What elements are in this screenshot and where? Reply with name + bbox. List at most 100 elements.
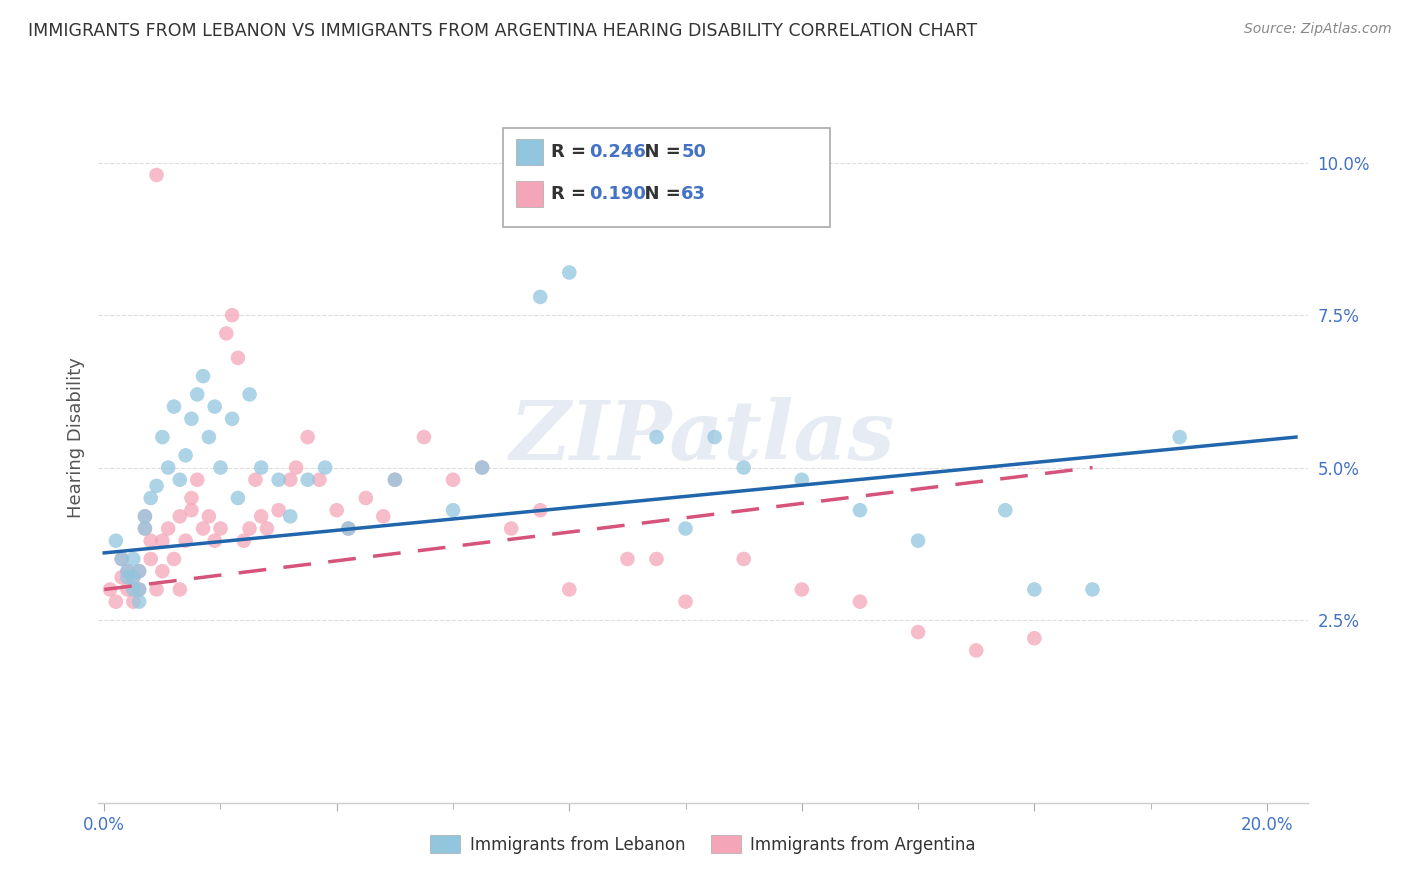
- Point: [733, 460, 755, 475]
- Point: [134, 509, 156, 524]
- Point: [139, 491, 162, 505]
- Point: [198, 509, 221, 524]
- Text: ZIPatlas: ZIPatlas: [510, 397, 896, 477]
- Point: [675, 594, 697, 608]
- Point: [733, 552, 755, 566]
- Point: [501, 521, 523, 535]
- Point: [145, 168, 167, 182]
- Point: [256, 521, 278, 535]
- Text: R =: R =: [551, 144, 592, 161]
- Point: [849, 503, 872, 517]
- Point: [122, 552, 145, 566]
- Point: [186, 387, 208, 401]
- Point: [145, 582, 167, 597]
- Point: [204, 533, 226, 548]
- Point: [150, 430, 173, 444]
- Point: [134, 509, 156, 524]
- Point: [128, 582, 150, 597]
- Text: N =: N =: [633, 144, 688, 161]
- Point: [163, 552, 186, 566]
- Point: [675, 521, 697, 535]
- Point: [215, 326, 238, 341]
- Point: [163, 400, 186, 414]
- Point: [1024, 632, 1046, 646]
- Text: IMMIGRANTS FROM LEBANON VS IMMIGRANTS FROM ARGENTINA HEARING DISABILITY CORRELAT: IMMIGRANTS FROM LEBANON VS IMMIGRANTS FR…: [28, 22, 977, 40]
- Point: [558, 266, 581, 280]
- Point: [308, 473, 330, 487]
- Point: [221, 308, 243, 322]
- Point: [326, 503, 349, 517]
- Text: R =: R =: [551, 186, 592, 203]
- Point: [117, 564, 139, 578]
- Point: [337, 521, 360, 535]
- Point: [226, 351, 249, 365]
- Point: [128, 564, 150, 578]
- Point: [994, 503, 1017, 517]
- Point: [1168, 430, 1191, 444]
- Point: [111, 552, 134, 566]
- Point: [180, 412, 202, 426]
- Point: [471, 460, 494, 475]
- Point: [117, 564, 139, 578]
- Text: 63: 63: [682, 186, 706, 203]
- Legend: Immigrants from Lebanon, Immigrants from Argentina: Immigrants from Lebanon, Immigrants from…: [423, 829, 983, 860]
- Point: [413, 430, 436, 444]
- Point: [239, 387, 262, 401]
- Point: [186, 473, 208, 487]
- Point: [128, 582, 150, 597]
- Point: [267, 473, 290, 487]
- Point: [285, 460, 308, 475]
- Point: [209, 460, 232, 475]
- Point: [441, 503, 464, 517]
- Point: [174, 449, 197, 463]
- Point: [180, 491, 202, 505]
- Point: [232, 533, 254, 548]
- Text: Source: ZipAtlas.com: Source: ZipAtlas.com: [1244, 22, 1392, 37]
- Point: [245, 473, 267, 487]
- Point: [128, 564, 150, 578]
- Point: [314, 460, 336, 475]
- Point: [122, 570, 145, 584]
- Point: [645, 430, 668, 444]
- Point: [139, 552, 162, 566]
- Point: [128, 594, 150, 608]
- Point: [226, 491, 249, 505]
- Point: [965, 643, 987, 657]
- Text: 50: 50: [682, 144, 706, 161]
- Point: [209, 521, 232, 535]
- Point: [174, 533, 197, 548]
- Point: [250, 509, 273, 524]
- Point: [104, 533, 127, 548]
- Point: [278, 473, 301, 487]
- Point: [117, 582, 139, 597]
- Point: [180, 503, 202, 517]
- Point: [134, 521, 156, 535]
- Point: [117, 570, 139, 584]
- Point: [441, 473, 464, 487]
- Point: [373, 509, 395, 524]
- Point: [221, 412, 243, 426]
- Point: [198, 430, 221, 444]
- Point: [384, 473, 406, 487]
- Point: [134, 521, 156, 535]
- Point: [111, 552, 134, 566]
- Point: [122, 594, 145, 608]
- Point: [150, 564, 173, 578]
- Point: [337, 521, 360, 535]
- Point: [169, 509, 191, 524]
- Text: 0.246: 0.246: [589, 144, 645, 161]
- Point: [703, 430, 725, 444]
- Point: [849, 594, 872, 608]
- Point: [471, 460, 494, 475]
- Point: [267, 503, 290, 517]
- Point: [297, 430, 319, 444]
- Point: [529, 290, 551, 304]
- Point: [529, 503, 551, 517]
- Point: [139, 533, 162, 548]
- Point: [907, 533, 929, 548]
- Point: [157, 460, 180, 475]
- Point: [790, 473, 813, 487]
- Point: [616, 552, 638, 566]
- Point: [558, 582, 581, 597]
- Point: [297, 473, 319, 487]
